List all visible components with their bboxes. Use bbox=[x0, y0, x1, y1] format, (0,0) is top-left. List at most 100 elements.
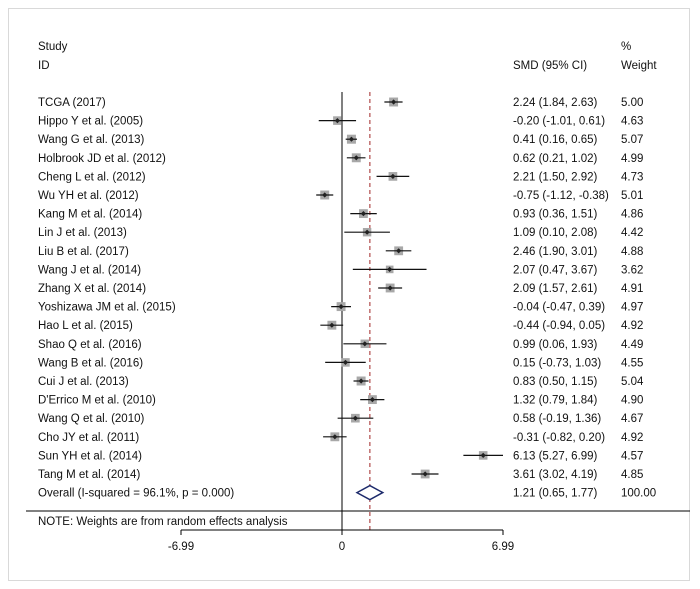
study-point bbox=[352, 415, 358, 421]
study-weight-text: 4.55 bbox=[621, 357, 643, 369]
study-ci-text: -0.75 (-1.12, -0.38) bbox=[513, 190, 609, 202]
overall-label: Overall (I-squared = 96.1%, p = 0.000) bbox=[38, 488, 234, 500]
study-label: Liu B et al. (2017) bbox=[38, 246, 129, 258]
study-point bbox=[480, 452, 486, 458]
study-label: Wu YH et al. (2012) bbox=[38, 190, 139, 202]
study-weight-text: 4.90 bbox=[621, 395, 643, 407]
study-ci-text: 2.21 (1.50, 2.92) bbox=[513, 171, 598, 183]
study-ci-text: 2.46 (1.90, 3.01) bbox=[513, 246, 598, 258]
header-id: ID bbox=[38, 60, 50, 72]
study-label: Wang B et al. (2016) bbox=[38, 357, 143, 369]
study-label: Lin J et al. (2013) bbox=[38, 227, 127, 239]
study-ci-text: 1.32 (0.79, 1.84) bbox=[513, 395, 598, 407]
study-label: Yoshizawa JM et al. (2015) bbox=[38, 302, 176, 314]
study-weight-text: 5.04 bbox=[621, 376, 644, 388]
study-ci-text: 2.07 (0.47, 3.67) bbox=[513, 264, 598, 276]
study-label: Holbrook JD et al. (2012) bbox=[38, 153, 166, 165]
header-percent: % bbox=[621, 41, 631, 53]
x-axis-tick-label: -6.99 bbox=[168, 541, 194, 553]
study-ci-text: -0.31 (-0.82, 0.20) bbox=[513, 432, 605, 444]
study-weight-text: 4.63 bbox=[621, 116, 643, 128]
study-label: Wang J et al. (2014) bbox=[38, 264, 141, 276]
study-point bbox=[364, 229, 370, 235]
study-weight-text: 4.86 bbox=[621, 209, 643, 221]
study-label: Cui J et al. (2013) bbox=[38, 376, 129, 388]
study-point bbox=[360, 211, 367, 217]
study-label: Hao L et al. (2015) bbox=[38, 320, 133, 332]
study-point bbox=[387, 266, 393, 272]
study-weight-text: 4.97 bbox=[621, 302, 643, 314]
study-weight-text: 4.49 bbox=[621, 339, 643, 351]
study-label: Kang M et al. (2014) bbox=[38, 209, 142, 221]
overall-diamond bbox=[355, 484, 385, 501]
overall-ci-text: 1.21 (0.65, 1.77) bbox=[513, 488, 598, 500]
study-ci-text: 0.93 (0.36, 1.51) bbox=[513, 209, 598, 221]
study-ci-text: 0.99 (0.06, 1.93) bbox=[513, 339, 598, 351]
study-label: Zhang X et al. (2014) bbox=[38, 283, 146, 295]
study-point bbox=[396, 248, 402, 254]
study-weight-text: 4.99 bbox=[621, 153, 643, 165]
study-label: TCGA (2017) bbox=[38, 97, 106, 109]
study-weight-text: 4.85 bbox=[621, 469, 643, 481]
x-axis-tick-label: 0 bbox=[339, 541, 345, 553]
study-point bbox=[387, 285, 393, 291]
study-label: D'Errico M et al. (2010) bbox=[38, 395, 156, 407]
study-label: Wang G et al. (2013) bbox=[38, 134, 144, 146]
study-label: Tang M et al. (2014) bbox=[38, 469, 140, 481]
study-ci-text: 0.15 (-0.73, 1.03) bbox=[513, 357, 601, 369]
study-ci-text: 0.83 (0.50, 1.15) bbox=[513, 376, 598, 388]
study-point bbox=[342, 359, 349, 365]
study-weight-text: 3.62 bbox=[621, 264, 643, 276]
study-ci-text: 0.62 (0.21, 1.02) bbox=[513, 153, 598, 165]
study-ci-text: -0.20 (-1.01, 0.61) bbox=[513, 116, 605, 128]
study-weight-text: 4.73 bbox=[621, 171, 643, 183]
study-weight-text: 5.01 bbox=[621, 190, 643, 202]
study-point bbox=[329, 322, 335, 328]
study-point bbox=[334, 118, 340, 124]
study-weight-text: 4.57 bbox=[621, 450, 643, 462]
figure-frame bbox=[8, 8, 690, 581]
header-smd: SMD (95% CI) bbox=[513, 60, 587, 72]
study-ci-text: -0.44 (-0.94, 0.05) bbox=[513, 320, 605, 332]
study-point bbox=[348, 136, 355, 142]
study-weight-text: 4.92 bbox=[621, 320, 643, 332]
study-weight-text: 4.67 bbox=[621, 413, 643, 425]
study-point bbox=[338, 304, 344, 310]
header-weight: Weight bbox=[621, 60, 657, 72]
overall-weight-text: 100.00 bbox=[621, 488, 656, 500]
study-label: Wang Q et al. (2010) bbox=[38, 413, 144, 425]
study-label: Cheng L et al. (2012) bbox=[38, 171, 146, 183]
study-ci-text: 0.58 (-0.19, 1.36) bbox=[513, 413, 601, 425]
study-ci-text: 2.09 (1.57, 2.61) bbox=[513, 283, 598, 295]
study-point bbox=[353, 155, 359, 161]
study-point bbox=[362, 341, 368, 347]
study-ci-text: 6.13 (5.27, 6.99) bbox=[513, 450, 598, 462]
study-weight-text: 4.92 bbox=[621, 432, 643, 444]
study-label: Shao Q et al. (2016) bbox=[38, 339, 142, 351]
study-label: Hippo Y et al. (2005) bbox=[38, 116, 143, 128]
study-point bbox=[390, 99, 397, 105]
study-point bbox=[332, 434, 338, 440]
study-ci-text: 2.24 (1.84, 2.63) bbox=[513, 97, 598, 109]
note-text: NOTE: Weights are from random effects an… bbox=[38, 516, 288, 528]
study-point bbox=[322, 192, 328, 198]
study-weight-text: 4.91 bbox=[621, 283, 643, 295]
study-label: Cho JY et al. (2011) bbox=[38, 432, 139, 444]
study-ci-text: 0.41 (0.16, 0.65) bbox=[513, 134, 598, 146]
study-point bbox=[422, 471, 428, 477]
study-label: Sun YH et al. (2014) bbox=[38, 450, 142, 462]
study-weight-text: 4.88 bbox=[621, 246, 643, 258]
header-study: Study bbox=[38, 41, 68, 53]
study-point bbox=[358, 378, 364, 384]
study-point bbox=[369, 397, 376, 403]
study-ci-text: 3.61 (3.02, 4.19) bbox=[513, 469, 598, 481]
study-point bbox=[390, 173, 396, 179]
study-weight-text: 5.00 bbox=[621, 97, 643, 109]
study-weight-text: 5.07 bbox=[621, 134, 643, 146]
study-ci-text: -0.04 (-0.47, 0.39) bbox=[513, 302, 605, 314]
study-weight-text: 4.42 bbox=[621, 227, 643, 239]
study-ci-text: 1.09 (0.10, 2.08) bbox=[513, 227, 598, 239]
x-axis-tick-label: 6.99 bbox=[492, 541, 514, 553]
